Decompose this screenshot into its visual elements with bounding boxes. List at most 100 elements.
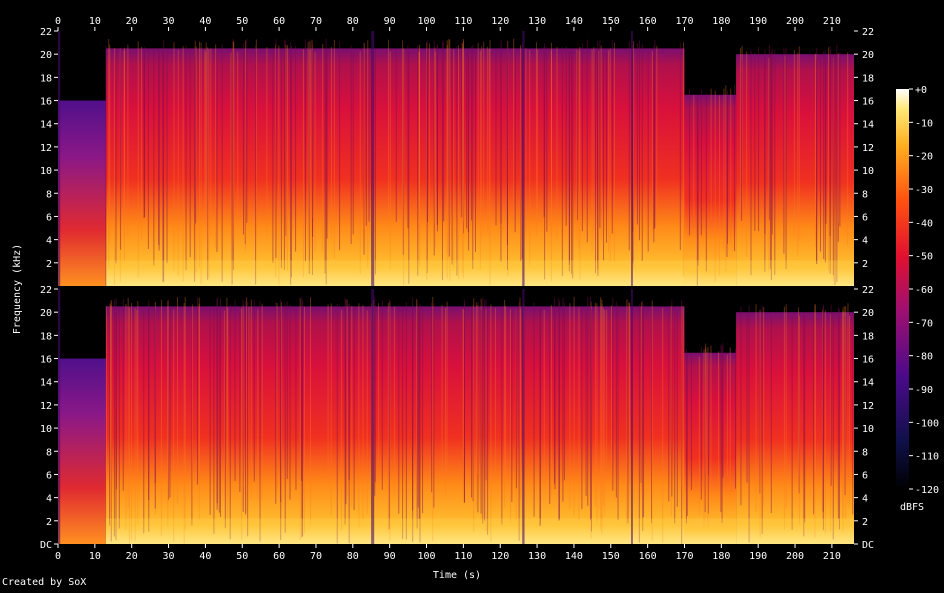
x-tick-label: 160: [639, 16, 657, 27]
x-tick-label: 90: [384, 551, 396, 562]
x-tick-label: 120: [491, 551, 509, 562]
y-tick-label: 18: [862, 331, 874, 342]
spectral-segment: [736, 54, 854, 286]
x-tick-label: 210: [823, 16, 841, 27]
colorbar-tick-label: -60: [915, 285, 933, 296]
y-tick-label: 6: [46, 470, 52, 481]
quiet-gap: [371, 289, 375, 544]
x-tick-label: 80: [347, 16, 359, 27]
y-tick-label: 4: [862, 236, 868, 247]
colorbar-tick-label: -90: [915, 385, 933, 396]
x-tick-label: 110: [454, 16, 472, 27]
x-tick-label: 50: [236, 551, 248, 562]
x-tick-label: 70: [310, 16, 322, 27]
x-tick-label: 90: [384, 16, 396, 27]
quiet-gap: [631, 289, 633, 544]
spectrogram-channel-2: [58, 289, 854, 544]
spectral-segment: [157, 48, 372, 286]
colorbar-label: dBFS: [900, 502, 924, 513]
x-tick-label: 190: [749, 551, 767, 562]
y-tick-label: 22: [862, 285, 874, 296]
colorbar-tick-label: -20: [915, 152, 933, 163]
y-tick-label: 12: [862, 401, 874, 412]
quiet-gap: [522, 31, 525, 286]
x-tick-label: 50: [236, 16, 248, 27]
y-tick-label: 14: [862, 378, 874, 389]
x-tick-label: 40: [199, 551, 211, 562]
x-tick-label: 60: [273, 551, 285, 562]
low-frequency-band: [105, 518, 854, 544]
x-tick-label: 140: [565, 551, 583, 562]
y-tick-label: 4: [46, 494, 52, 505]
x-tick-label: 30: [163, 551, 175, 562]
x-tick-label: 0: [55, 16, 61, 27]
x-tick-label: 60: [273, 16, 285, 27]
quiet-gap: [631, 31, 633, 286]
x-tick-label: 80: [347, 551, 359, 562]
x-tick-label: 130: [528, 16, 546, 27]
y-tick-label: 16: [862, 355, 874, 366]
spectral-segment: [522, 306, 685, 544]
spectral-segment: [105, 48, 158, 286]
colorbar-gradient: [896, 89, 909, 489]
x-tick-label: 200: [786, 551, 804, 562]
spectral-segment: [157, 306, 372, 544]
y-tick-label: 14: [40, 120, 52, 131]
y-tick-label: 10: [40, 166, 52, 177]
y-tick-label: 14: [40, 378, 52, 389]
y-tick-label: 22: [40, 285, 52, 296]
y-tick-label: 2: [46, 517, 52, 528]
y-tick-label: 16: [40, 355, 52, 366]
y-tick-label: 20: [862, 308, 874, 319]
x-tick-label: 20: [126, 551, 138, 562]
y-tick-label: 10: [862, 424, 874, 435]
x-axis-label: Time (s): [433, 570, 481, 581]
quiet-gap: [522, 289, 525, 544]
quiet-gap: [58, 289, 61, 544]
x-tick-label: 150: [602, 16, 620, 27]
colorbar-tick-label: -110: [915, 452, 939, 463]
colorbar-tick-label: +0: [915, 85, 927, 96]
y-tick-label: 12: [862, 143, 874, 154]
x-tick-label: 150: [602, 551, 620, 562]
y-tick-label: 20: [40, 50, 52, 61]
y-tick-label: DC: [40, 540, 52, 551]
y-tick-label: 8: [862, 447, 868, 458]
y-tick-label: 18: [862, 73, 874, 84]
x-tick-label: 10: [89, 16, 101, 27]
y-tick-label: 2: [862, 259, 868, 270]
spectrogram-plots: [58, 31, 854, 544]
y-tick-label: 18: [40, 331, 52, 342]
x-tick-label: 20: [126, 16, 138, 27]
x-tick-label: 10: [89, 551, 101, 562]
x-tick-label: 0: [55, 551, 61, 562]
y-tick-label: 16: [862, 97, 874, 108]
y-tick-label: 12: [40, 401, 52, 412]
y-tick-label: 16: [40, 97, 52, 108]
y-tick-label: 8: [46, 189, 52, 200]
spectral-segment: [371, 306, 523, 544]
x-tick-label: 170: [675, 16, 693, 27]
x-tick-label: 120: [491, 16, 509, 27]
spectral-segment: [736, 312, 854, 544]
x-tick-label: 100: [417, 16, 435, 27]
y-tick-label: 14: [862, 120, 874, 131]
y-tick-label: 22: [862, 27, 874, 38]
quiet-gap: [371, 31, 375, 286]
x-tick-label: 180: [712, 551, 730, 562]
y-tick-label: 12: [40, 143, 52, 154]
y-axis-label: Frequency (kHz): [12, 244, 23, 334]
x-tick-label: 200: [786, 16, 804, 27]
x-tick-label: 210: [823, 551, 841, 562]
spectral-segment: [58, 358, 106, 544]
x-tick-label: 160: [639, 551, 657, 562]
y-tick-label: 2: [862, 517, 868, 528]
x-tick-label: 110: [454, 551, 472, 562]
spectral-segment: [371, 48, 523, 286]
x-tick-label: 30: [163, 16, 175, 27]
spectral-segment: [105, 306, 158, 544]
y-tick-label: 10: [40, 424, 52, 435]
low-frequency-band: [105, 260, 854, 286]
y-tick-label: 6: [46, 212, 52, 223]
y-tick-label: 18: [40, 73, 52, 84]
